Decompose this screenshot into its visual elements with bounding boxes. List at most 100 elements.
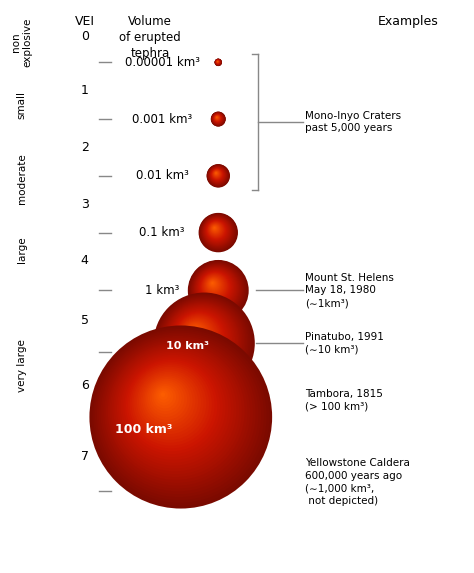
Ellipse shape xyxy=(146,379,187,420)
Text: very large: very large xyxy=(17,340,27,393)
Ellipse shape xyxy=(214,115,221,121)
Ellipse shape xyxy=(213,113,223,124)
Ellipse shape xyxy=(215,59,221,65)
Ellipse shape xyxy=(211,112,225,125)
Ellipse shape xyxy=(193,265,241,313)
Ellipse shape xyxy=(201,215,234,248)
Ellipse shape xyxy=(208,165,228,186)
Ellipse shape xyxy=(214,115,221,121)
Ellipse shape xyxy=(217,61,219,62)
Ellipse shape xyxy=(108,343,245,480)
Ellipse shape xyxy=(211,225,219,232)
Ellipse shape xyxy=(97,332,261,497)
Ellipse shape xyxy=(173,311,226,364)
Ellipse shape xyxy=(214,114,221,122)
Text: 7: 7 xyxy=(81,450,89,463)
Ellipse shape xyxy=(216,60,219,64)
Ellipse shape xyxy=(182,319,212,350)
Ellipse shape xyxy=(95,331,264,500)
Ellipse shape xyxy=(159,391,168,400)
Text: 100 km³: 100 km³ xyxy=(115,423,172,436)
Ellipse shape xyxy=(188,325,203,340)
Ellipse shape xyxy=(217,61,219,62)
Ellipse shape xyxy=(194,266,239,311)
Ellipse shape xyxy=(216,60,220,64)
Ellipse shape xyxy=(164,302,240,378)
Ellipse shape xyxy=(162,300,243,381)
Ellipse shape xyxy=(190,262,246,318)
Ellipse shape xyxy=(211,168,223,180)
Ellipse shape xyxy=(211,112,225,125)
Ellipse shape xyxy=(211,225,219,233)
Ellipse shape xyxy=(177,315,220,358)
Ellipse shape xyxy=(154,386,176,409)
Text: 4: 4 xyxy=(81,254,89,268)
Ellipse shape xyxy=(190,327,200,337)
Ellipse shape xyxy=(131,365,209,443)
Ellipse shape xyxy=(117,351,231,466)
Ellipse shape xyxy=(160,299,246,384)
Ellipse shape xyxy=(216,116,219,119)
Ellipse shape xyxy=(205,276,223,295)
Ellipse shape xyxy=(191,263,244,316)
Ellipse shape xyxy=(156,296,250,389)
Ellipse shape xyxy=(211,282,214,285)
Ellipse shape xyxy=(212,113,224,125)
Ellipse shape xyxy=(189,261,248,320)
Ellipse shape xyxy=(216,116,218,119)
Ellipse shape xyxy=(210,167,226,183)
Ellipse shape xyxy=(124,358,220,454)
Ellipse shape xyxy=(213,170,220,178)
Ellipse shape xyxy=(207,221,226,240)
Text: 1 km³: 1 km³ xyxy=(145,284,179,297)
Ellipse shape xyxy=(215,59,221,65)
Ellipse shape xyxy=(214,115,220,121)
Ellipse shape xyxy=(189,326,201,339)
Ellipse shape xyxy=(201,215,235,249)
Ellipse shape xyxy=(216,117,218,118)
Ellipse shape xyxy=(207,164,229,187)
Ellipse shape xyxy=(183,320,211,348)
Text: non
explosive: non explosive xyxy=(11,18,32,67)
Ellipse shape xyxy=(209,280,218,289)
Ellipse shape xyxy=(209,222,223,237)
Ellipse shape xyxy=(198,270,233,305)
Ellipse shape xyxy=(215,115,220,120)
Ellipse shape xyxy=(217,61,219,62)
Text: small: small xyxy=(17,91,27,119)
Ellipse shape xyxy=(133,367,206,440)
Ellipse shape xyxy=(210,224,220,234)
Ellipse shape xyxy=(213,170,220,177)
Ellipse shape xyxy=(200,214,236,250)
Ellipse shape xyxy=(216,116,219,119)
Ellipse shape xyxy=(191,264,243,315)
Ellipse shape xyxy=(159,297,247,386)
Ellipse shape xyxy=(209,166,227,185)
Text: Mount St. Helens
May 18, 1980
(∼1km³): Mount St. Helens May 18, 1980 (∼1km³) xyxy=(305,273,394,308)
Ellipse shape xyxy=(196,268,236,308)
Ellipse shape xyxy=(212,113,224,124)
Ellipse shape xyxy=(215,116,219,120)
Ellipse shape xyxy=(212,225,218,231)
Ellipse shape xyxy=(207,164,229,187)
Ellipse shape xyxy=(206,277,221,292)
Ellipse shape xyxy=(199,270,232,304)
Ellipse shape xyxy=(212,169,222,179)
Ellipse shape xyxy=(212,112,224,125)
Ellipse shape xyxy=(199,213,238,252)
Ellipse shape xyxy=(198,269,234,306)
Ellipse shape xyxy=(211,112,225,126)
Ellipse shape xyxy=(192,264,242,315)
Ellipse shape xyxy=(158,296,249,387)
Ellipse shape xyxy=(190,262,245,317)
Ellipse shape xyxy=(141,374,195,429)
Ellipse shape xyxy=(113,348,237,472)
Ellipse shape xyxy=(203,274,226,297)
Text: Pinatubo, 1991
(∼10 km³): Pinatubo, 1991 (∼10 km³) xyxy=(305,332,384,355)
Ellipse shape xyxy=(115,350,234,469)
Ellipse shape xyxy=(211,168,223,180)
Ellipse shape xyxy=(186,323,206,343)
Ellipse shape xyxy=(214,171,219,176)
Ellipse shape xyxy=(215,58,222,66)
Ellipse shape xyxy=(209,166,227,184)
